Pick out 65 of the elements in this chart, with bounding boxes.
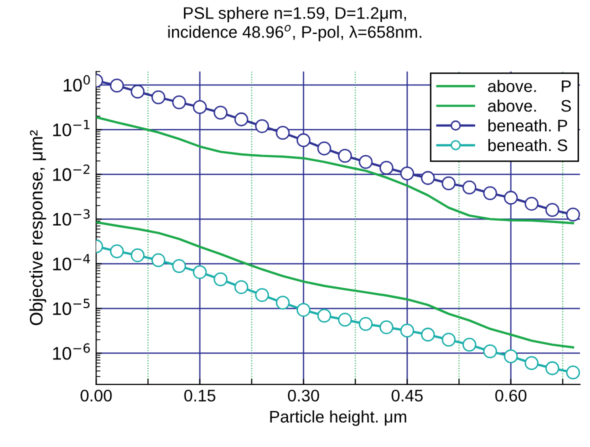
point <box>317 308 332 323</box>
legend-label: above. P <box>488 80 571 92</box>
point <box>400 324 414 338</box>
point <box>192 265 207 280</box>
point <box>483 186 498 200</box>
legend-label: beneath. S <box>488 138 568 152</box>
legend-label: above. S <box>488 100 571 112</box>
point <box>483 344 498 358</box>
point <box>338 148 352 163</box>
point <box>504 349 518 364</box>
point <box>317 142 332 156</box>
point <box>151 253 166 268</box>
point <box>110 78 124 93</box>
point <box>400 166 414 180</box>
point <box>566 366 580 380</box>
point <box>462 338 476 352</box>
point <box>130 84 145 99</box>
point <box>130 248 145 262</box>
point <box>358 317 373 331</box>
y-tick-label: 10$^{−6}$ <box>53 343 90 360</box>
point <box>524 356 539 370</box>
y-tick-label: 10$^{0}$ <box>64 75 90 92</box>
point <box>442 332 456 347</box>
point <box>172 259 186 273</box>
x-tick-label: 0.60 <box>495 390 526 402</box>
point <box>566 208 580 222</box>
y-tick-label: 10$^{−2}$ <box>53 164 90 181</box>
y-tick-label: 10$^{−3}$ <box>53 209 90 226</box>
point <box>234 112 248 126</box>
point <box>420 171 435 185</box>
point <box>442 176 456 190</box>
point <box>545 361 560 376</box>
point <box>420 328 435 342</box>
chart-title: PSL sphere n=1.59, D=1.2μm, incidence 48.96$^{o}$, P-pol, λ=658nm. <box>168 6 422 42</box>
point <box>504 190 518 205</box>
point <box>524 196 539 211</box>
point <box>151 90 166 104</box>
y-tick-label: 10$^{−4}$ <box>53 254 90 270</box>
y-axis-title: Objective response, μm² <box>29 130 46 326</box>
point <box>462 180 476 194</box>
point <box>338 312 352 327</box>
point <box>110 244 124 258</box>
x-tick-label: 0.45 <box>392 390 423 402</box>
y-tick-label: 10$^{−5}$ <box>53 298 90 316</box>
point <box>214 272 228 286</box>
point <box>172 95 186 110</box>
x-tick-label: 0.15 <box>184 390 216 402</box>
point <box>192 100 207 114</box>
x-tick-label: 0.30 <box>288 390 320 402</box>
point <box>255 288 269 302</box>
x-tick-label: 0.00 <box>80 390 112 402</box>
point <box>276 296 290 310</box>
y-tick-label: 10$^{−1}$ <box>53 120 90 136</box>
point <box>380 160 394 175</box>
point <box>276 126 290 140</box>
point <box>296 302 310 317</box>
point <box>358 154 373 169</box>
legend-label: beneath. P <box>488 119 568 132</box>
point <box>380 320 394 334</box>
point <box>234 280 248 294</box>
point <box>545 203 560 217</box>
point <box>214 106 228 120</box>
point <box>255 119 269 134</box>
x-axis-title: Particle height. μm <box>270 410 406 426</box>
point <box>296 133 310 148</box>
